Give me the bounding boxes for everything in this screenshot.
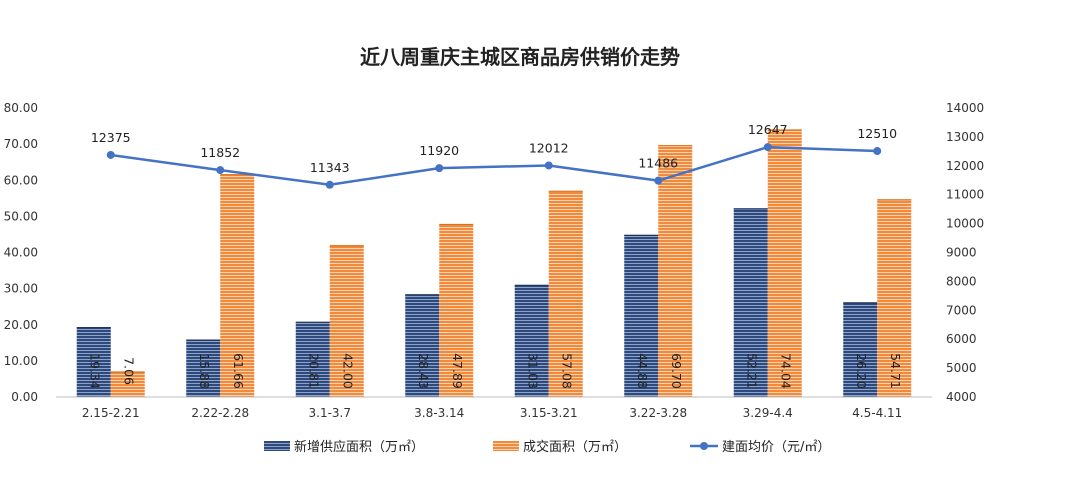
price-line-group: 12375 11852 11343 11920 12012 11486 12647 12510 bbox=[91, 122, 897, 189]
deal-bar bbox=[548, 190, 583, 397]
right-axis-tick: 4000 bbox=[946, 390, 977, 404]
price-point bbox=[106, 150, 115, 159]
bar-value-label: 57.08 bbox=[559, 353, 574, 389]
supply-bar bbox=[76, 327, 111, 397]
right-axis-tick: 8000 bbox=[946, 274, 977, 288]
right-axis-tick: 5000 bbox=[946, 361, 977, 375]
left-axis-tick: 20.00 bbox=[4, 318, 38, 332]
x-axis-tick: 4.5-4.11 bbox=[852, 406, 902, 420]
supply-bar bbox=[843, 302, 878, 397]
x-axis-tick: 3.8-3.14 bbox=[414, 406, 464, 420]
bar-value-label: 54.71 bbox=[888, 353, 903, 389]
supply-bar bbox=[514, 284, 549, 397]
deal-bar bbox=[658, 145, 693, 397]
right-axis-tick: 9000 bbox=[946, 246, 977, 260]
left-axis-tick: 30.00 bbox=[4, 282, 38, 296]
right-axis-tick: 6000 bbox=[946, 332, 977, 346]
right-axis-tick: 11000 bbox=[946, 188, 984, 202]
x-axis-tick: 2.15-2.21 bbox=[82, 406, 140, 420]
price-line bbox=[110, 145, 878, 187]
price-point bbox=[325, 180, 334, 189]
right-axis-tick: 13000 bbox=[946, 130, 984, 144]
deal-bar bbox=[767, 129, 802, 397]
bar-value-label: 26.20 bbox=[854, 353, 869, 389]
legend-label-deal: 成交面积（万㎡） bbox=[523, 439, 627, 455]
bar-value-label: 61.66 bbox=[231, 353, 246, 389]
bar-label-group: 19.34 7.06 15.88 61.66 20.81 42.00 28.43 47.89 3… bbox=[87, 353, 903, 389]
left-axis-tick: 50.00 bbox=[4, 209, 38, 223]
price-point bbox=[435, 164, 444, 173]
bar-value-label: 20.81 bbox=[306, 353, 321, 389]
right-axis-tick: 7000 bbox=[946, 303, 977, 317]
price-value-label: 11486 bbox=[638, 156, 678, 171]
supply-bar bbox=[405, 294, 440, 397]
deal-bar bbox=[110, 371, 145, 397]
price-value-label: 12510 bbox=[857, 126, 897, 141]
legend-label-supply: 新增供应面积（万㎡） bbox=[294, 439, 424, 455]
x-axis-tick: 3.1-3.7 bbox=[309, 406, 352, 420]
price-point bbox=[873, 147, 882, 156]
bar-value-label: 74.04 bbox=[778, 353, 793, 389]
legend: 新增供应面积（万㎡） 成交面积（万㎡） 建面均价（元/㎡） bbox=[264, 439, 830, 455]
price-value-label: 11343 bbox=[310, 160, 350, 175]
chart-title: 近八周重庆主城区商品房供销价走势 bbox=[360, 45, 680, 69]
right-axis-tick: 14000 bbox=[946, 101, 984, 115]
bar-value-label: 31.03 bbox=[525, 353, 540, 389]
right-axis-tick: 12000 bbox=[946, 159, 984, 173]
price-point bbox=[654, 176, 663, 185]
x-axis: 2.15-2.21 2.22-2.28 3.1-3.7 3.8-3.14 3.15-3.… bbox=[56, 396, 932, 420]
left-axis-tick: 40.00 bbox=[4, 246, 38, 260]
bar-value-label: 7.06 bbox=[121, 357, 136, 385]
price-value-label: 11920 bbox=[419, 143, 459, 158]
legend-marker-price bbox=[700, 442, 708, 450]
left-axis-tick: 60.00 bbox=[4, 173, 38, 187]
legend-swatch-supply bbox=[264, 441, 290, 451]
left-axis-tick: 70.00 bbox=[4, 137, 38, 151]
left-axis-tick: 0.00 bbox=[11, 390, 38, 404]
price-value-label: 12375 bbox=[91, 130, 131, 145]
price-value-label: 12012 bbox=[529, 140, 569, 155]
bar-value-label: 28.43 bbox=[416, 353, 431, 389]
right-axis-tick: 10000 bbox=[946, 217, 984, 231]
bar-value-label: 52.21 bbox=[744, 353, 759, 389]
deal-bar bbox=[220, 174, 255, 397]
bar-value-label: 44.88 bbox=[635, 353, 650, 389]
left-axis-tick: 10.00 bbox=[4, 354, 38, 368]
left-axis-tick: 80.00 bbox=[4, 101, 38, 115]
deal-bar bbox=[877, 199, 912, 397]
x-axis-tick: 3.29-4.4 bbox=[743, 406, 793, 420]
bar-value-label: 42.00 bbox=[340, 353, 355, 389]
deal-bar bbox=[329, 245, 364, 397]
price-point bbox=[544, 161, 553, 170]
price-value-label: 11852 bbox=[200, 145, 240, 160]
price-point bbox=[216, 166, 225, 175]
bar-value-label: 19.34 bbox=[87, 353, 102, 389]
x-axis-tick: 3.22-3.28 bbox=[629, 406, 687, 420]
bar-value-label: 69.70 bbox=[669, 353, 684, 389]
supply-bar bbox=[624, 234, 659, 397]
supply-bar bbox=[295, 321, 330, 397]
x-axis-tick: 3.15-3.21 bbox=[520, 406, 578, 420]
bar-value-label: 47.89 bbox=[450, 353, 465, 389]
bar-value-label: 15.88 bbox=[197, 353, 212, 389]
legend-label-price: 建面均价（元/㎡） bbox=[722, 440, 830, 455]
right-axis: 4000 5000 6000 7000 8000 9000 10000 11000 12000 1… bbox=[946, 101, 984, 404]
price-value-label: 12647 bbox=[748, 122, 788, 137]
supply-bar bbox=[186, 339, 221, 397]
left-axis: 0.00 10.00 20.00 30.00 40.00 50.00 60.00 70.00 8… bbox=[4, 101, 38, 404]
bar-group bbox=[76, 129, 912, 397]
deal-bar bbox=[439, 223, 474, 397]
price-point bbox=[763, 143, 772, 152]
legend-swatch-deal bbox=[493, 441, 519, 451]
x-axis-tick: 2.22-2.28 bbox=[191, 406, 249, 420]
supply-bar bbox=[733, 208, 768, 397]
